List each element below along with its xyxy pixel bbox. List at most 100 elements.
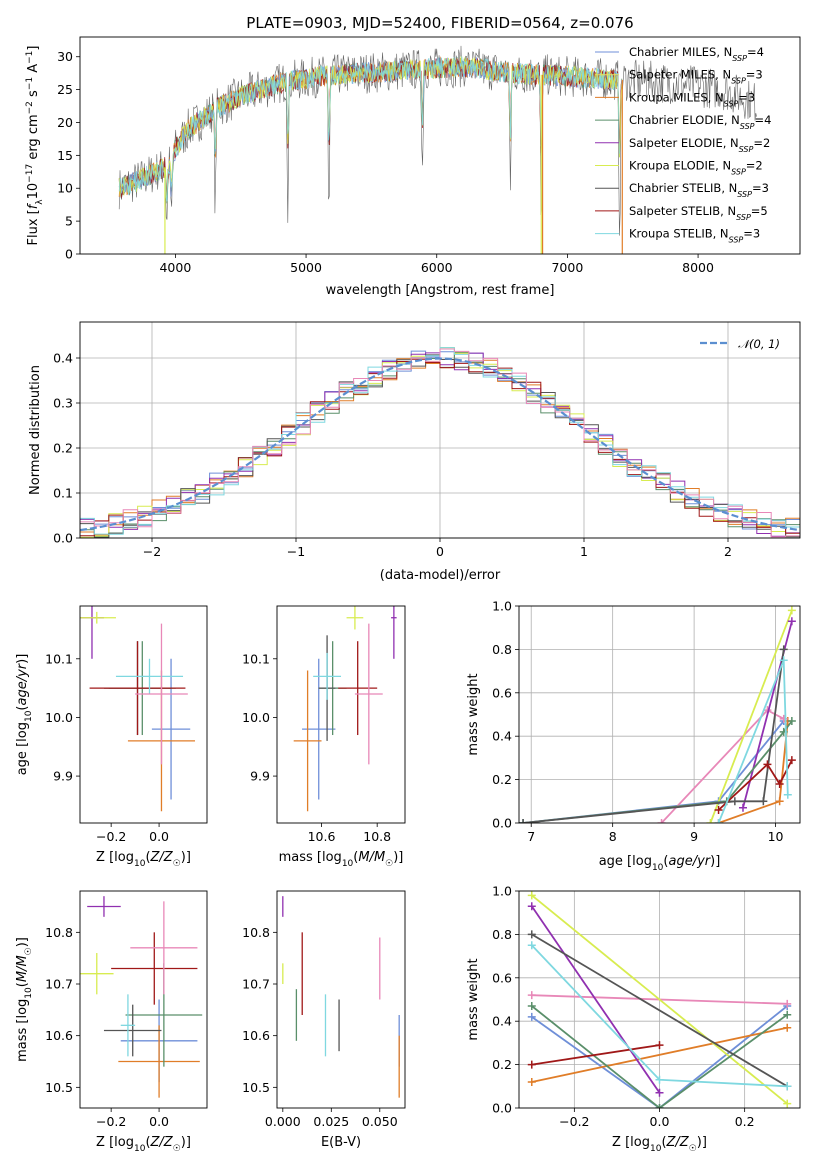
weight-marker [783, 1099, 792, 1108]
x-tick-label: 0.050 [362, 1114, 398, 1129]
weight-line [717, 759, 793, 811]
y-tick-label: 0.0 [492, 816, 512, 831]
weight-marker [527, 941, 536, 950]
y-tick-label: 0.2 [53, 441, 73, 456]
weight-marker [527, 1060, 536, 1069]
errorbar-point [103, 1004, 162, 1057]
weight-line [531, 1005, 788, 1108]
y-tick-label: 0.8 [492, 927, 512, 942]
weight-marker [655, 1104, 664, 1108]
weight-line [531, 1005, 788, 1108]
errorbars [282, 896, 400, 1098]
axes-frame [276, 605, 406, 824]
x-axis-label: wavelength [Angstrom, rest frame] [326, 283, 555, 298]
errorbar-point [391, 606, 397, 659]
y-tick-label: 10.0 [242, 710, 270, 725]
weight-marker [730, 797, 739, 806]
legend-entry: Salpeter MILES, NSSP=3 [629, 68, 763, 86]
axes-frame [276, 890, 406, 1109]
x-tick-label: 5000 [290, 260, 322, 275]
x-tick-label: 6000 [421, 260, 453, 275]
y-tick-label: 0.0 [53, 531, 73, 546]
weight-marker [763, 760, 772, 769]
weight-marker [714, 819, 723, 823]
mass-vs-EBV-panel: 0.000 0.025 0.050 10.5 10.6 10.7 10.8 E(B-V) [242, 890, 406, 1150]
axes-frame [518, 605, 801, 824]
y-tick-label: 30 [57, 49, 73, 64]
y-tick-label: 0.4 [492, 1014, 512, 1029]
x-tick-label: −2 [143, 544, 161, 559]
y-axis-label: Normed distribution [28, 365, 43, 495]
x-tick-label: −0.2 [96, 1114, 126, 1129]
x-axis-label: E(B-V) [321, 1135, 361, 1150]
weight-marker [775, 779, 784, 788]
x-tick-label: 0.000 [265, 1114, 301, 1129]
x-tick-label: 4000 [159, 260, 191, 275]
y-axis-label: mass [log10(M/M☉)] [15, 937, 34, 1062]
errorbar-point [120, 994, 136, 1057]
weight-marker [759, 797, 768, 806]
errorbar-point [293, 670, 322, 812]
y-tick-label: 0.2 [492, 1057, 512, 1072]
x-tick-label: 1 [580, 544, 588, 559]
weight-marker [706, 819, 715, 823]
y-axis-label: mass weight [466, 958, 481, 1040]
legend-entry: Salpeter STELIB, NSSP=5 [629, 204, 768, 222]
axes-frame [79, 321, 801, 539]
mass-vs-Z-panel: −0.2 0.0 10.5 10.6 10.7 10.8 Z [log10(Z/Z☉)] ma… [15, 890, 208, 1154]
x-tick-label: 8000 [682, 260, 714, 275]
x-axis-label: mass [log10(M/M☉)] [279, 850, 404, 869]
weight-marker [787, 617, 796, 626]
errorbars [80, 606, 196, 812]
legend-entry: Chabrier MILES, NSSP=4 [629, 45, 764, 63]
weight-marker [779, 656, 788, 665]
errorbar-point [346, 606, 364, 630]
x-axis-label: Z [log10(Z/Z☉)] [612, 1135, 707, 1154]
legend-entry: Kroupa STELIB, NSSP=3 [629, 227, 760, 245]
axes-frame [518, 890, 801, 1109]
errorbar-point [80, 953, 114, 995]
errorbar-point [111, 932, 198, 1005]
x-tick-label: 0.0 [149, 829, 169, 844]
weight-marker [775, 797, 784, 806]
axes-frame [79, 890, 208, 1109]
errorbar-point [130, 901, 198, 995]
y-tick-label: 10.0 [45, 710, 73, 725]
legend-entry: Kroupa MILES, NSSP=3 [629, 90, 755, 108]
weight-marker [783, 790, 792, 799]
y-tick-label: 0.3 [53, 396, 73, 411]
weight-marker [527, 1077, 536, 1086]
histogram-step [80, 348, 800, 538]
errorbar-point [354, 623, 383, 765]
x-axis-label: age [log10(age/yr)] [599, 854, 721, 873]
legend-entry: Chabrier STELIB, NSSP=3 [629, 181, 769, 199]
weight-marker [714, 805, 723, 814]
weight-marker [519, 819, 528, 823]
legend-entry: Kroupa ELODIE, NSSP=2 [629, 159, 763, 177]
axes-frame [79, 605, 208, 824]
errorbar-point [118, 1025, 200, 1098]
y-tick-label: 0.1 [53, 486, 73, 501]
weight-marker [783, 1010, 792, 1019]
errorbar-point [338, 641, 378, 736]
errorbars [80, 896, 203, 1098]
y-tick-label: 0.4 [53, 351, 73, 366]
weight-marker [655, 1041, 664, 1050]
legend-entry: Salpeter ELODIE, NSSP=2 [629, 136, 770, 154]
spectrum-line [118, 56, 620, 202]
y-tick-label: 0 [65, 247, 73, 262]
errorbars [293, 606, 397, 812]
x-tick-label: 7 [527, 829, 535, 844]
y-axis-label: Flux [fλ10−17 erg cm−2 s−1 A−1] [25, 46, 45, 246]
y-tick-label: 0.4 [492, 729, 512, 744]
y-tick-label: 0.6 [492, 970, 512, 985]
weight-line [523, 649, 785, 823]
x-axis-label: Z [log10(Z/Z☉)] [96, 1135, 191, 1154]
age-vs-Z-panel: −0.2 0.0 9.9 10.0 10.1 Z [log10(Z/Z☉)] age [lo… [15, 605, 208, 869]
weight-line [531, 905, 661, 1094]
gaussian-curve [80, 357, 800, 532]
y-tick-label: 0.0 [492, 1101, 512, 1116]
mass-weight-vs-age-panel: 7 8 9 10 0.0 0.2 0.4 0.6 0.8 1.0 age [log10(age/yr… [466, 599, 801, 873]
weight-line [531, 933, 788, 1088]
